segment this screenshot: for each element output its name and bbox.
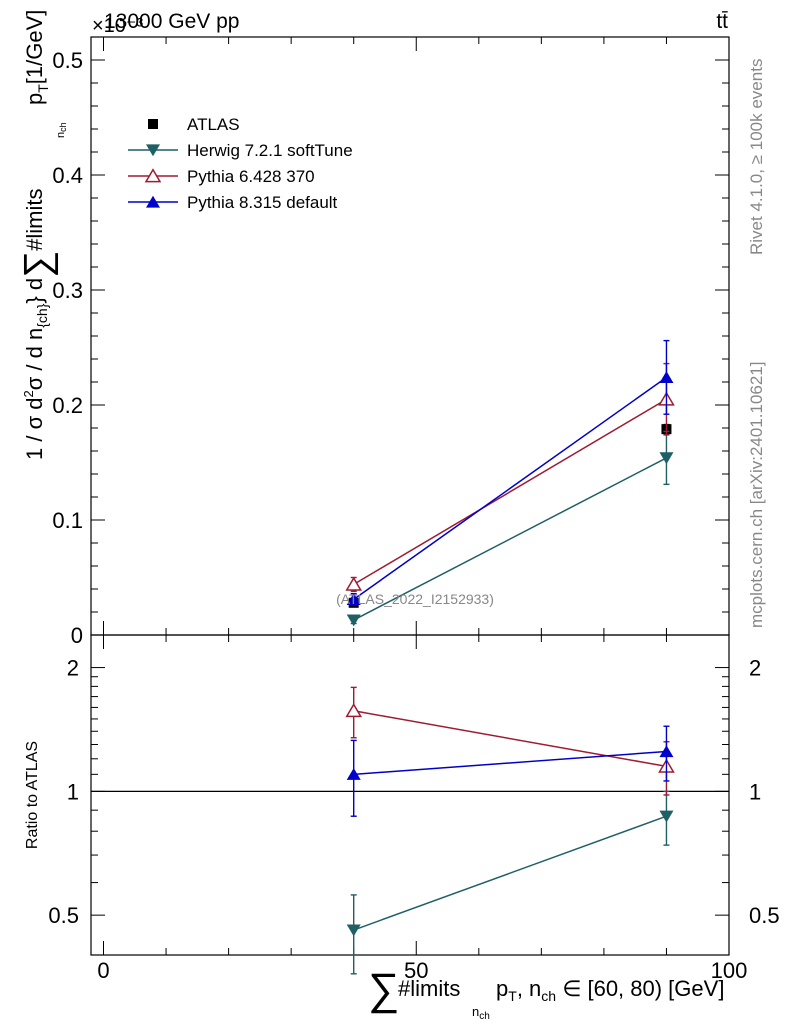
ratio-data-point: [659, 745, 674, 758]
ratio-series-line: [353, 750, 667, 776]
x-tick-label: 50: [404, 958, 428, 983]
ratio-y-tick-label: 1: [67, 779, 79, 804]
legend-entry-label: Pythia 6.428 370: [187, 167, 315, 186]
main-y-tick-label: 0.5: [52, 48, 83, 73]
rivet-version-label: Rivet 4.1.0, ≥ 100k events: [747, 59, 766, 255]
legend-entry-label: Herwig 7.2.1 softTune: [187, 141, 353, 160]
ratio-panel-ticks: 0.5 0.5 1 1 2 2 0 50 100: [48, 635, 780, 983]
main-panel-ticks: 0 0.1 0.2 0.3 0.4 0.5: [52, 37, 730, 648]
x-axis-label: ∑#limits nch pT, nch ∈ [60, 80) [GeV]: [368, 965, 724, 1024]
main-panel-marks: [345, 339, 675, 627]
main-y-tick-label: 0: [71, 623, 83, 648]
ratio-y-tick-label-right: 2: [749, 656, 761, 681]
x-tick-label: 0: [97, 958, 109, 983]
main-series-line: [353, 398, 667, 586]
legend-entry-label: ATLAS: [187, 115, 240, 134]
ratio-y-tick-label-right: 1: [749, 779, 761, 804]
main-series-line: [353, 376, 667, 600]
ratio-y-tick-label: 2: [67, 656, 79, 681]
ratio-data-point: [659, 810, 674, 823]
legend-marker: [148, 119, 158, 129]
legend-marker: [144, 168, 162, 183]
ratio-y-tick-label-right: 0.5: [749, 903, 780, 928]
analysis-tag: (ATLAS_2022_I2152933): [336, 591, 494, 607]
legend-marker: [146, 195, 160, 208]
source-label: mcplots.cern.ch [arXiv:2401.10621]: [747, 362, 766, 628]
legend: ATLAS Herwig 7.2.1 softTune Pythia 6.428 3…: [128, 115, 353, 212]
main-data-point: [659, 452, 674, 465]
ratio-data-point: [345, 703, 363, 718]
exponent-label: ×10⁻³: [92, 15, 143, 37]
main-data-point: [345, 576, 363, 591]
ratio-y-tick-label: 0.5: [48, 903, 79, 928]
ratio-series-line: [353, 710, 667, 768]
ratio-data-point: [346, 924, 361, 937]
ratio-panel-frame: [90, 634, 730, 956]
x-tick-label: 100: [711, 958, 748, 983]
legend-entry-label: Pythia 8.315 default: [187, 193, 338, 212]
main-y-axis-label: 1 / σ d2σ / d n{ch}} d∑#limits nch pT[1/…: [17, 10, 71, 460]
final-state-label: tt̄: [716, 10, 728, 33]
main-data-point: [346, 593, 361, 605]
main-y-tick-label: 0.2: [52, 393, 83, 418]
process-label: 13000 GeV pp: [104, 10, 239, 33]
ratio-panel-marks: [345, 686, 675, 975]
ratio-data-point: [346, 768, 361, 780]
ratio-series-line: [353, 815, 667, 931]
legend-marker: [146, 144, 160, 157]
main-y-tick-label: 0.3: [52, 278, 83, 303]
ratio-y-axis-label: Ratio to ATLAS: [24, 741, 41, 849]
main-y-tick-label: 0.4: [52, 163, 83, 188]
main-data-point: [659, 371, 674, 383]
main-data-point: [346, 614, 361, 627]
main-y-tick-label: 0.1: [52, 508, 83, 533]
main-series-line: [353, 457, 667, 621]
